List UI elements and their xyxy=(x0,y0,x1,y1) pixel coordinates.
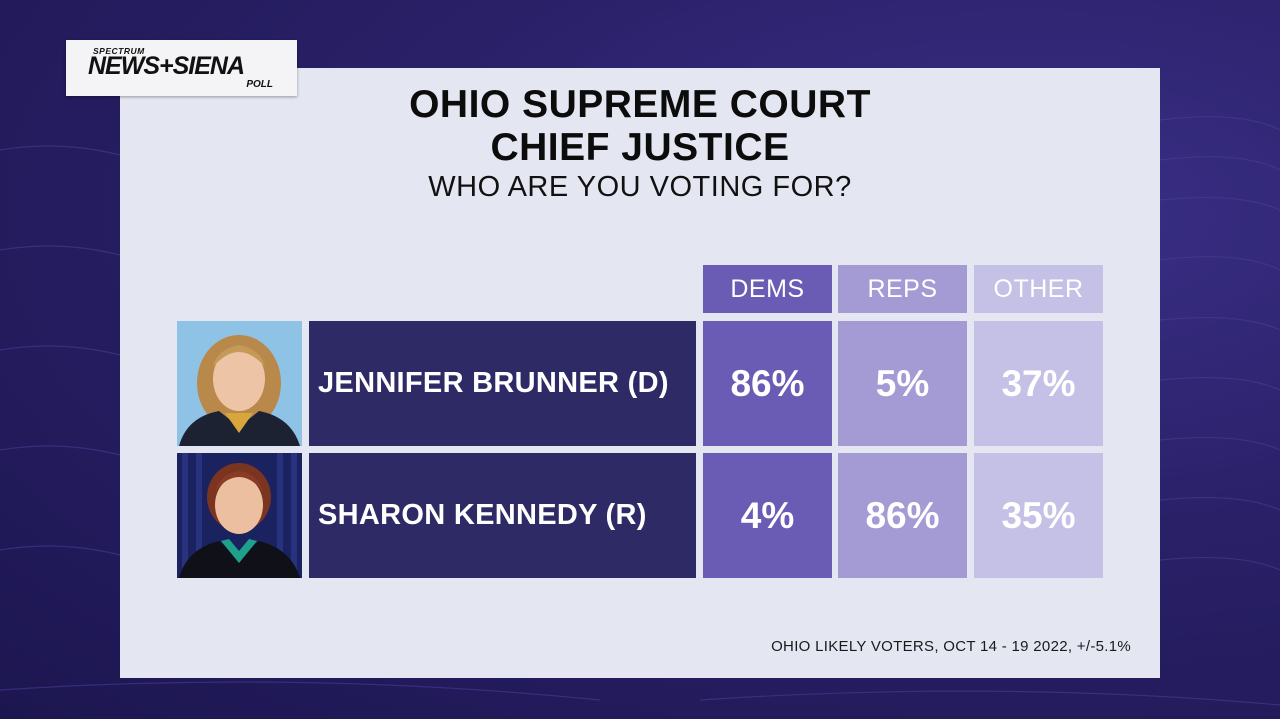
candidate-name-kennedy: SHARON KENNEDY (R) xyxy=(309,453,696,578)
logo-brand-poll: POLL xyxy=(246,79,273,90)
cell-kennedy-reps: 86% xyxy=(838,453,967,578)
logo-brand-main: NEWS+SIENA xyxy=(88,52,245,80)
cell-kennedy-dems: 4% xyxy=(703,453,832,578)
cell-brunner-dems: 86% xyxy=(703,321,832,446)
cell-brunner-reps: 5% xyxy=(838,321,967,446)
logo: SPECTRUM NEWS+SIENA POLL xyxy=(66,40,297,96)
candidate-photo-kennedy xyxy=(177,453,302,578)
page-title-line2: CHIEF JUSTICE xyxy=(490,126,790,169)
page-subtitle: WHO ARE YOU VOTING FOR? xyxy=(428,171,852,203)
column-header-reps: REPS xyxy=(838,265,967,313)
candidate-photo-brunner xyxy=(177,321,302,446)
column-header-dems: DEMS xyxy=(703,265,832,313)
candidate-name-brunner: JENNIFER BRUNNER (D) xyxy=(309,321,696,446)
logo-brand-small: SPECTRUM xyxy=(93,46,145,56)
page-title-line1: OHIO SUPREME COURT xyxy=(409,83,871,126)
cell-brunner-other: 37% xyxy=(974,321,1103,446)
footnote-source: OHIO LIKELY VOTERS, OCT 14 - 19 2022, +/… xyxy=(771,638,1131,655)
column-header-other: OTHER xyxy=(974,265,1103,313)
cell-kennedy-other: 35% xyxy=(974,453,1103,578)
